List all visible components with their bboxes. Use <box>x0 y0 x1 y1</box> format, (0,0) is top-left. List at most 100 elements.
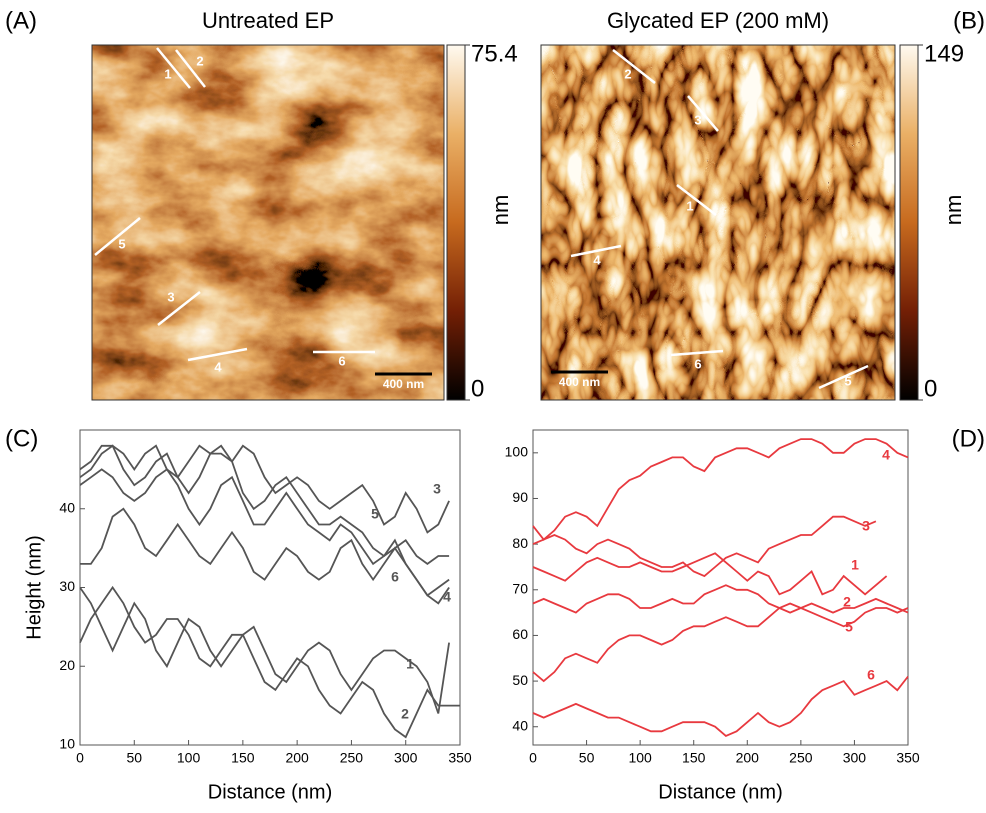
data-line <box>79 468 450 597</box>
colorbar-label: nm <box>941 195 966 226</box>
scale-bar-label: 400 nm <box>383 377 424 391</box>
y-tick-label: 20 <box>59 657 75 673</box>
series-label: 6 <box>867 667 875 683</box>
afm-image <box>92 45 444 400</box>
profile-line <box>687 95 719 132</box>
series-label: 4 <box>443 589 451 605</box>
y-tick-label: 100 <box>505 444 529 460</box>
x-tick-label: 300 <box>843 750 867 766</box>
panel-label: (A) <box>5 7 37 34</box>
profile-label: 2 <box>196 53 203 68</box>
series-label: 3 <box>862 518 870 534</box>
image-title: Untreated EP <box>202 8 334 33</box>
profile-line <box>187 347 248 362</box>
data-line <box>532 515 877 578</box>
profile-line <box>676 184 717 216</box>
profile-label: 2 <box>624 66 631 81</box>
series-label: 1 <box>406 656 414 672</box>
profile-label: 4 <box>214 359 222 374</box>
y-tick-label: 80 <box>512 535 528 551</box>
x-tick-label: 100 <box>628 750 652 766</box>
data-line <box>532 552 888 596</box>
x-tick-label: 100 <box>177 750 201 766</box>
data-line <box>532 675 909 737</box>
y-tick-label: 60 <box>512 626 528 642</box>
panel-label: (B) <box>953 7 985 34</box>
image-border <box>540 44 896 401</box>
profile-line <box>670 349 724 357</box>
colorbar <box>899 44 919 401</box>
data-line <box>532 438 909 541</box>
profile-line <box>94 217 141 256</box>
x-axis-label: Distance (nm) <box>208 781 332 803</box>
plot-frame <box>79 429 461 746</box>
image-title: Glycated EP (200 mM) <box>607 8 829 33</box>
profile-label: 6 <box>338 353 345 368</box>
x-tick-label: 150 <box>231 750 255 766</box>
data-line <box>79 586 450 714</box>
profile-label: 1 <box>164 66 171 81</box>
profile-label: 4 <box>593 252 601 267</box>
y-tick-label: 10 <box>59 736 75 752</box>
profile-line <box>570 244 622 258</box>
x-axis-label: Distance (nm) <box>658 781 782 803</box>
series-label: 4 <box>882 447 890 463</box>
y-tick-label: 70 <box>512 580 528 596</box>
series-label: 1 <box>851 557 859 573</box>
x-tick-label: 0 <box>529 750 537 766</box>
profile-label: 6 <box>694 356 701 371</box>
y-tick-label: 90 <box>512 489 528 505</box>
data-line <box>79 585 460 739</box>
colorbar <box>446 44 466 401</box>
colorbar-label: nm <box>488 195 513 226</box>
series-label: 2 <box>843 594 851 610</box>
y-tick-label: 30 <box>59 578 75 594</box>
series-label: 6 <box>391 569 399 585</box>
plot-frame <box>532 429 909 746</box>
data-line <box>532 584 909 614</box>
series-label: 5 <box>371 506 379 522</box>
x-tick-label: 350 <box>448 750 472 766</box>
y-axis-label: Height (nm) <box>23 535 45 639</box>
data-line <box>79 444 450 534</box>
profile-line <box>156 47 191 89</box>
x-tick-label: 200 <box>285 750 309 766</box>
data-line <box>79 444 450 566</box>
scale-bar-label: 400 nm <box>559 375 600 389</box>
series-label: 5 <box>845 619 853 635</box>
profile-label: 3 <box>694 112 701 127</box>
profile-line <box>818 364 869 390</box>
x-tick-label: 350 <box>896 750 920 766</box>
x-tick-label: 200 <box>736 750 760 766</box>
colorbar-tick-label: 149 <box>924 40 964 67</box>
image-border <box>91 44 445 401</box>
profile-line <box>612 49 656 84</box>
profile-line <box>175 49 206 88</box>
panel-label: (D) <box>952 425 985 452</box>
y-tick-label: 50 <box>512 672 528 688</box>
data-line <box>532 602 909 683</box>
profile-label: 1 <box>686 198 693 213</box>
series-label: 3 <box>433 481 441 497</box>
profile-label: 3 <box>167 289 174 304</box>
profile-label: 5 <box>844 373 851 388</box>
x-tick-label: 150 <box>682 750 706 766</box>
colorbar-tick-label: 75.4 <box>471 40 518 67</box>
profile-label: 5 <box>118 236 125 251</box>
data-line <box>80 507 450 605</box>
x-tick-label: 250 <box>789 750 813 766</box>
y-tick-label: 40 <box>59 499 75 515</box>
x-tick-label: 300 <box>394 750 418 766</box>
afm-image <box>541 45 895 400</box>
series-label: 2 <box>401 706 409 722</box>
x-tick-label: 250 <box>340 750 364 766</box>
x-tick-label: 50 <box>126 750 142 766</box>
panel-label: (C) <box>5 425 38 452</box>
profile-line <box>157 291 201 326</box>
colorbar-tick-label: 0 <box>924 375 937 402</box>
x-tick-label: 50 <box>579 750 595 766</box>
y-tick-label: 40 <box>512 717 528 733</box>
x-tick-label: 0 <box>76 750 84 766</box>
